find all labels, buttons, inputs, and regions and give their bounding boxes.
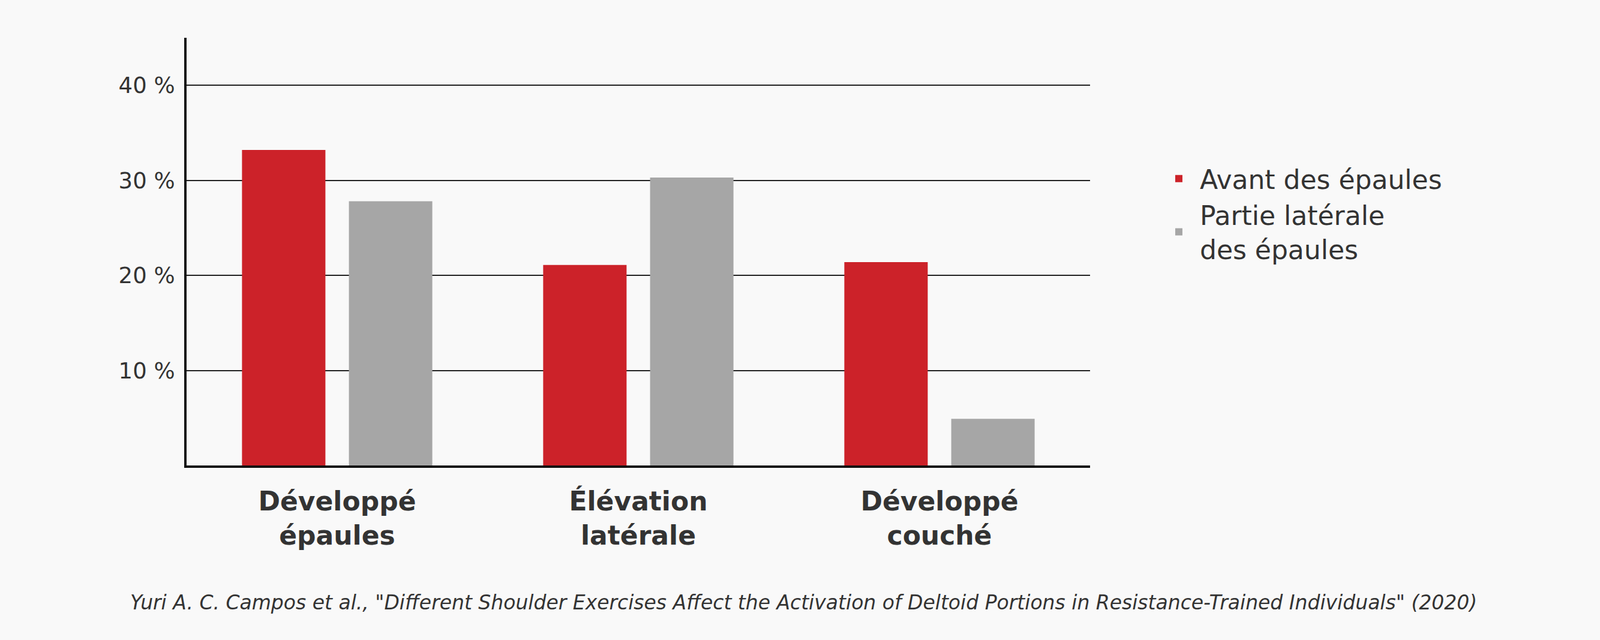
svg-text:10 %: 10 % bbox=[118, 358, 176, 384]
svg-text:Avant des épaules: Avant des épaules bbox=[1199, 164, 1443, 195]
svg-text:40 %: 40 % bbox=[118, 72, 176, 99]
svg-text:20 %: 20 % bbox=[118, 262, 176, 289]
svg-text:Développéépaules: Développéépaules bbox=[257, 485, 416, 551]
svg-text:Développécouché: Développécouché bbox=[860, 485, 1019, 551]
svg-text:Élévationlatérale: Élévationlatérale bbox=[568, 485, 708, 551]
svg-text:30 %: 30 % bbox=[118, 167, 176, 194]
svg-text:Yuri A. C. Campos et al., "Dif: Yuri A. C. Campos et al., "Different Sho… bbox=[130, 590, 1478, 615]
svg-text:Partie latéraledes épaules: Partie latéraledes épaules bbox=[1199, 200, 1385, 266]
